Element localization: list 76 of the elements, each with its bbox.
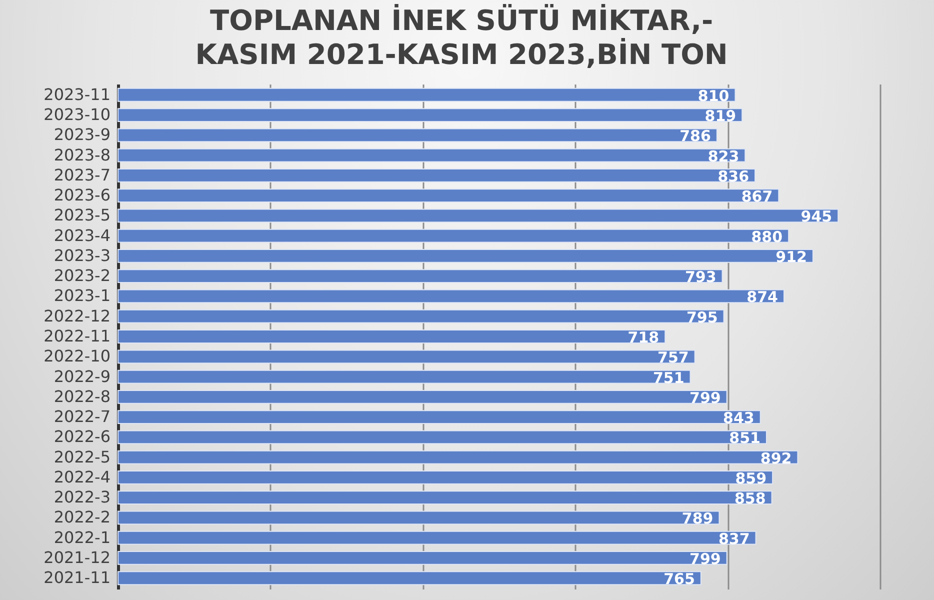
data-label: 912 xyxy=(776,248,807,266)
bar xyxy=(118,188,780,202)
y-tick-label: 2023-8 xyxy=(54,145,110,164)
bar xyxy=(118,228,790,243)
bar xyxy=(118,88,736,102)
y-tick-label: 2022-9 xyxy=(54,366,110,386)
data-label: 867 xyxy=(741,188,773,206)
data-label: 795 xyxy=(686,308,718,326)
data-label: 823 xyxy=(708,147,740,166)
y-tick-label: 2022-7 xyxy=(54,407,110,426)
y-tick-label: 2022-1 xyxy=(54,528,110,547)
y-tick-label: 2022-2 xyxy=(54,508,110,527)
bar xyxy=(118,410,761,424)
y-tick-label: 2022-4 xyxy=(54,467,110,486)
data-label: 789 xyxy=(682,510,714,528)
bar xyxy=(118,330,666,344)
y-tick-label: 2023-2 xyxy=(54,266,110,286)
bar xyxy=(118,208,839,223)
data-label: 843 xyxy=(723,409,754,428)
bar xyxy=(118,309,724,324)
data-label: 799 xyxy=(690,550,721,568)
data-label: 751 xyxy=(652,368,684,387)
data-label: 757 xyxy=(658,348,689,367)
y-tick-label: 2022-11 xyxy=(44,326,110,346)
data-label: 793 xyxy=(684,268,716,286)
bar xyxy=(118,470,774,484)
bar xyxy=(118,571,702,586)
data-label: 945 xyxy=(800,208,832,226)
y-tick-label: 2023-7 xyxy=(54,165,110,184)
y-tick-label: 2023-11 xyxy=(44,84,110,104)
y-tick-label: 2022-8 xyxy=(54,386,110,406)
chart-title: TOPLANAN İNEK SÜTÜ MİKTAR,- KASIM 2021-KASIM 2023,BİN TON xyxy=(195,4,728,71)
data-label: 810 xyxy=(698,86,730,105)
data-label: 874 xyxy=(746,288,778,306)
data-label: 858 xyxy=(734,490,766,508)
bar xyxy=(118,350,696,364)
bar xyxy=(118,551,728,565)
y-tick-label: 2023-1 xyxy=(54,286,110,306)
bar xyxy=(118,269,723,284)
data-label: 859 xyxy=(735,469,767,488)
y-tick-label: 2023-9 xyxy=(54,125,110,144)
y-tick-label: 2022-10 xyxy=(44,346,110,366)
data-label: 786 xyxy=(680,127,711,146)
data-label: 836 xyxy=(718,167,750,186)
bar xyxy=(118,390,728,404)
y-tick-label: 2023-3 xyxy=(54,246,110,265)
y-tick-label: 2022-5 xyxy=(54,447,110,466)
data-label: 765 xyxy=(664,570,695,588)
y-tick-label: 2023-10 xyxy=(44,105,110,124)
y-tick-label: 2023-6 xyxy=(54,186,110,205)
data-label: 892 xyxy=(760,449,792,468)
bar xyxy=(118,108,743,122)
y-tick-label: 2021-11 xyxy=(44,568,110,588)
data-label: 837 xyxy=(718,530,750,548)
bar xyxy=(118,430,767,444)
y-tick-label: 2023-4 xyxy=(54,226,110,245)
bar xyxy=(118,490,772,505)
bar xyxy=(118,128,718,142)
bar xyxy=(118,530,756,545)
y-tick-label: 2022-6 xyxy=(54,427,110,446)
data-label: 799 xyxy=(690,388,721,407)
bar xyxy=(118,450,798,464)
y-tick-label: 2022-3 xyxy=(54,488,110,507)
data-label: 851 xyxy=(729,429,760,448)
bar xyxy=(118,148,746,162)
y-tick-label: 2021-12 xyxy=(44,548,110,567)
bar xyxy=(118,370,691,384)
data-label: 819 xyxy=(704,107,736,126)
data-label: 718 xyxy=(628,328,660,346)
bar xyxy=(118,168,756,182)
bar xyxy=(118,249,814,263)
y-tick-label: 2023-5 xyxy=(54,206,110,225)
bar xyxy=(118,289,784,304)
bar xyxy=(118,510,720,525)
data-label: 880 xyxy=(751,228,783,246)
y-tick-label: 2022-12 xyxy=(44,306,110,326)
